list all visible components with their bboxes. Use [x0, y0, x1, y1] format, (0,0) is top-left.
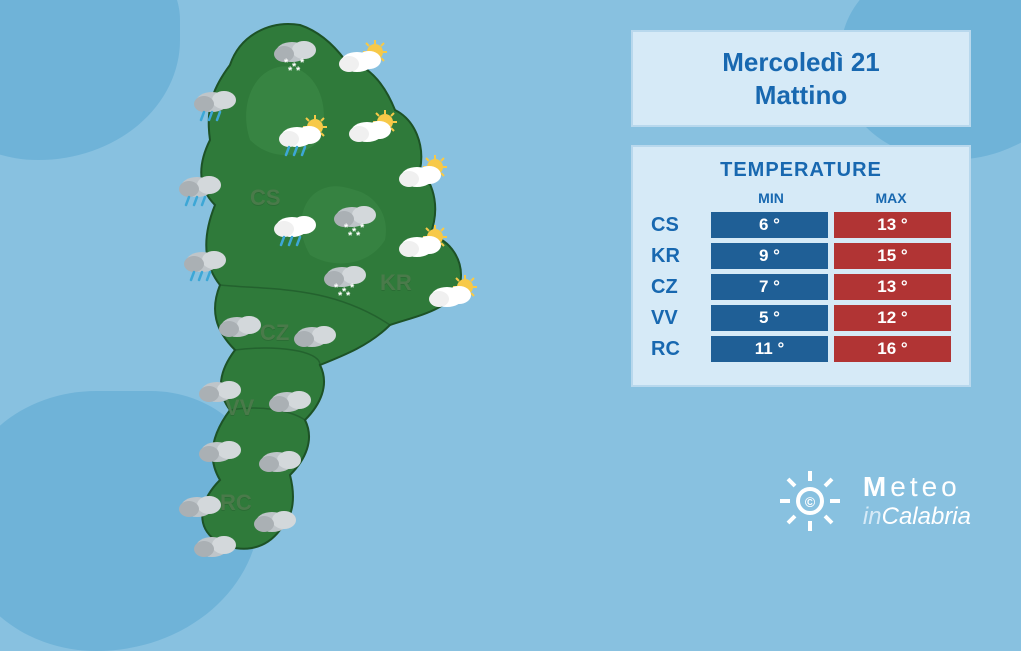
sun-rain-icon	[275, 115, 330, 155]
cloudy-icon	[195, 430, 250, 470]
province-code: RC	[651, 338, 705, 361]
table-row: CS 6 °13 °	[651, 212, 951, 238]
rain-icon	[180, 240, 235, 280]
cloudy-icon	[195, 370, 250, 410]
temp-min: 9 °	[711, 243, 828, 269]
rain-icon	[175, 165, 230, 205]
max-header: MAX	[831, 190, 951, 206]
rain-icon	[190, 80, 245, 120]
temp-min: 7 °	[711, 274, 828, 300]
province-code: CZ	[651, 276, 705, 299]
brand-text: Meteo inCalabria	[863, 471, 971, 531]
svg-text:*: *	[296, 65, 301, 75]
table-row: CZ 7 °13 °	[651, 274, 951, 300]
svg-text:*: *	[348, 230, 353, 240]
partly-sunny-icon	[335, 40, 390, 80]
cloudy-icon	[215, 305, 270, 345]
province-code: KR	[651, 245, 705, 268]
province-code: VV	[651, 307, 705, 330]
partly-sunny-icon	[395, 225, 450, 265]
temp-max: 12 °	[834, 305, 951, 331]
svg-text:*: *	[360, 222, 365, 234]
rain-cloud-icon	[270, 205, 325, 245]
cloudy-icon	[290, 315, 345, 355]
partly-sunny-icon	[345, 110, 400, 150]
snow-icon: *****	[330, 195, 385, 235]
cloudy-icon	[265, 380, 320, 420]
temp-max: 15 °	[834, 243, 951, 269]
cloudy-icon	[175, 485, 230, 525]
weather-map: CSKRCZVVRC ***************	[120, 10, 540, 560]
snow-icon: *****	[320, 255, 375, 295]
svg-text:*: *	[288, 65, 293, 75]
min-header: MIN	[711, 190, 831, 206]
brand-logo: © Meteo inCalabria	[775, 466, 971, 536]
svg-text:*: *	[356, 230, 361, 240]
forecast-day-box: Mercoledì 21 Mattino	[631, 30, 971, 127]
temp-max: 13 °	[834, 212, 951, 238]
temp-min: 5 °	[711, 305, 828, 331]
forecast-period: Mattino	[643, 79, 959, 112]
table-row: KR 9 °15 °	[651, 243, 951, 269]
svg-text:©: ©	[805, 494, 816, 510]
temp-max: 13 °	[834, 274, 951, 300]
cloudy-icon	[190, 525, 245, 565]
svg-text:*: *	[300, 57, 305, 69]
snow-icon: *****	[270, 30, 325, 70]
temperature-title: TEMPERATURE	[651, 159, 951, 182]
cloudy-icon	[250, 500, 305, 540]
temp-min: 11 °	[711, 336, 828, 362]
svg-text:*: *	[338, 290, 343, 300]
temperature-header: MIN MAX	[651, 190, 951, 206]
table-row: VV 5 °12 °	[651, 305, 951, 331]
sun-logo-icon: ©	[775, 466, 845, 536]
cloudy-icon	[255, 440, 310, 480]
province-label: KR	[380, 270, 412, 296]
partly-sunny-icon	[425, 275, 480, 315]
svg-text:*: *	[346, 290, 351, 300]
table-row: RC 11 °16 °	[651, 336, 951, 362]
forecast-day: Mercoledì 21	[643, 46, 959, 79]
temp-max: 16 °	[834, 336, 951, 362]
svg-text:*: *	[350, 282, 355, 294]
info-panel: Mercoledì 21 Mattino TEMPERATURE MIN MAX…	[631, 30, 971, 387]
temperature-table: TEMPERATURE MIN MAX CS6 °13 °KR9 °15 °CZ…	[631, 145, 971, 387]
province-code: CS	[651, 214, 705, 237]
partly-sunny-icon	[395, 155, 450, 195]
temp-min: 6 °	[711, 212, 828, 238]
